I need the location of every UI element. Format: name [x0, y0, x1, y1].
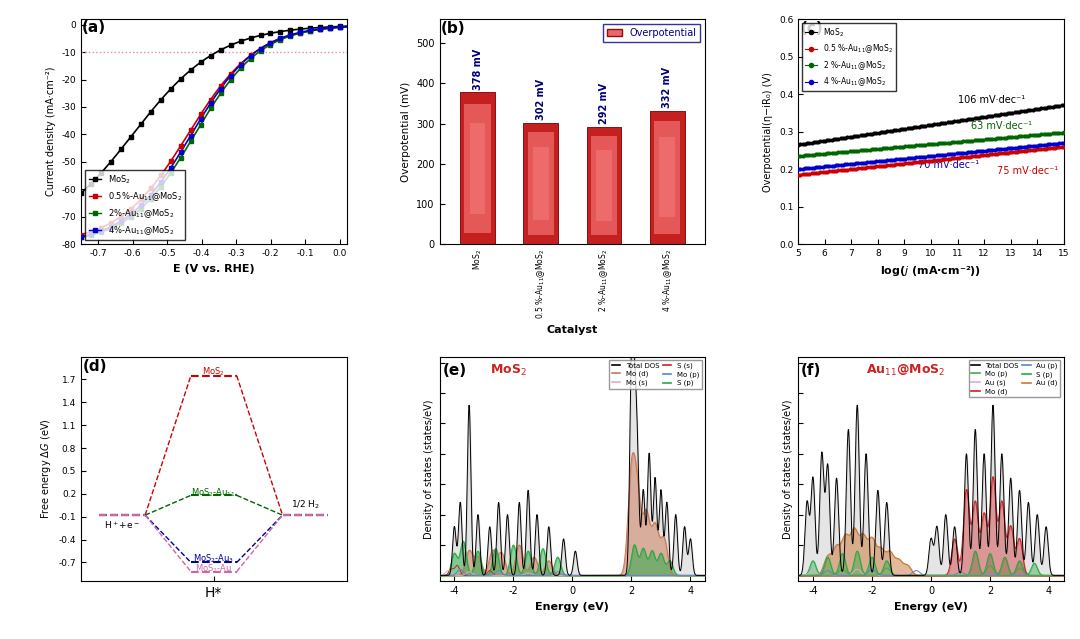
Text: MoS$_2$: MoS$_2$: [202, 366, 226, 378]
Bar: [650, 111, 685, 244]
Y-axis label: Free energy $\Delta G$ (eV): Free energy $\Delta G$ (eV): [39, 419, 53, 520]
Legend: Overpotential: Overpotential: [604, 24, 700, 42]
Bar: [596, 150, 612, 220]
Legend: Total DOS, Mo (d), Mo (s), S (s), Mo (p), S (p): Total DOS, Mo (d), Mo (s), S (s), Mo (p)…: [609, 360, 702, 389]
Text: (e): (e): [443, 363, 467, 378]
Bar: [464, 104, 490, 233]
Text: 70 mV·dec⁻¹: 70 mV·dec⁻¹: [918, 160, 978, 169]
Legend: Total DOS, Mo (p), Au (s), Mo (d), Au (p), S (p), Au (d): Total DOS, Mo (p), Au (s), Mo (d), Au (p…: [969, 360, 1061, 397]
Text: 106 mV·dec⁻¹: 106 mV·dec⁻¹: [958, 95, 1025, 105]
Text: (f): (f): [801, 363, 822, 378]
Bar: [660, 137, 675, 217]
Text: 1/2 H$_2$: 1/2 H$_2$: [291, 498, 320, 511]
Y-axis label: Overpotential (mV): Overpotential (mV): [401, 82, 410, 181]
Legend: MoS$_2$, 0.5 %-Au$_{11}$@MoS$_2$, 2 %-Au$_{11}$@MoS$_2$, 4 %-Au$_{11}$@MoS$_2$: MoS$_2$, 0.5 %-Au$_{11}$@MoS$_2$, 2 %-Au…: [802, 23, 896, 91]
Bar: [470, 123, 485, 213]
Text: 292 mV: 292 mV: [599, 83, 609, 125]
Text: 63 mV·dec⁻¹: 63 mV·dec⁻¹: [971, 121, 1031, 130]
Bar: [524, 123, 558, 244]
Bar: [591, 135, 617, 235]
Bar: [654, 121, 680, 234]
Text: (c): (c): [801, 21, 824, 36]
Legend: MoS$_2$, 0.5%-Au$_{11}$@MoS$_2$, 2%-Au$_{11}$@MoS$_2$, 4%-Au$_{11}$@MoS$_2$: MoS$_2$, 0.5%-Au$_{11}$@MoS$_2$, 2%-Au$_…: [85, 170, 186, 240]
Text: 75 mV·dec⁻¹: 75 mV·dec⁻¹: [998, 166, 1058, 176]
Y-axis label: Density of states (states/eV): Density of states (states/eV): [783, 399, 793, 539]
Text: Au$_{11}$@MoS$_2$: Au$_{11}$@MoS$_2$: [866, 363, 945, 378]
Text: H$^+$+e$^-$: H$^+$+e$^-$: [105, 520, 140, 532]
Y-axis label: Overpotential(η−iR₀) (V): Overpotential(η−iR₀) (V): [764, 72, 773, 192]
Y-axis label: Density of states (states/eV): Density of states (states/eV): [424, 399, 434, 539]
Text: MoS$_2$-Au: MoS$_2$-Au: [195, 562, 232, 574]
Text: MoS$_2$-Au$_3$: MoS$_2$-Au$_3$: [193, 552, 234, 565]
Bar: [528, 132, 554, 235]
X-axis label: E (V vs. RHE): E (V vs. RHE): [173, 263, 255, 273]
Text: (b): (b): [441, 21, 465, 36]
X-axis label: log($j$ (mA·cm⁻²)): log($j$ (mA·cm⁻²)): [880, 263, 982, 277]
Text: MoS$_2$: MoS$_2$: [489, 363, 527, 378]
X-axis label: Energy (eV): Energy (eV): [894, 602, 968, 612]
X-axis label: Catalyst: Catalyst: [546, 325, 598, 335]
Text: (d): (d): [83, 359, 107, 374]
Text: 302 mV: 302 mV: [536, 79, 545, 120]
X-axis label: Energy (eV): Energy (eV): [536, 602, 609, 612]
Text: (a): (a): [82, 20, 106, 35]
Text: MoS$_2$-Au$_{11}$: MoS$_2$-Au$_{11}$: [191, 486, 237, 498]
Bar: [586, 127, 621, 244]
Bar: [460, 92, 495, 244]
Bar: [532, 147, 549, 220]
Text: 378 mV: 378 mV: [473, 49, 483, 90]
Text: 332 mV: 332 mV: [662, 67, 672, 109]
Y-axis label: Current density (mA·cm⁻²): Current density (mA·cm⁻²): [45, 67, 56, 196]
